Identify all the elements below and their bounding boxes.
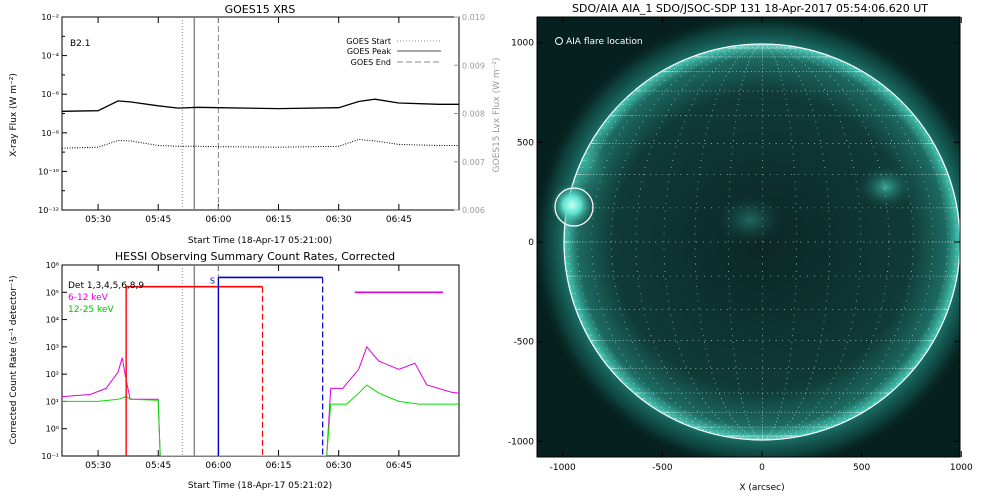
goes-y2tick-label: 0.010	[462, 13, 485, 22]
hessi-6-12-kev-line	[62, 345, 459, 456]
goes-long-channel-line	[62, 98, 459, 112]
goes-ytick-label: 10⁻²	[41, 13, 59, 22]
active-region-west	[858, 165, 914, 209]
goes-legend-peak: GOES Peak	[347, 47, 392, 56]
goes-xtick-label: 05:30	[85, 215, 111, 225]
aia-ytick-label: -500	[514, 338, 535, 348]
aia-xtick-label: 0	[759, 463, 765, 473]
goes-ytick-label: 10⁻¹²	[38, 206, 59, 215]
aia-ytick-label: 1000	[511, 39, 534, 49]
hessi-ytick-label: 10⁵	[46, 288, 59, 297]
aia-image-panel: SDO/AIA AIA_1 SDO/JSOC-SDP 131 18-Apr-20…	[508, 2, 973, 493]
grid-dot-pattern	[565, 45, 959, 439]
aia-xtick-label: -1000	[550, 463, 576, 473]
goes-ylabel: X-ray Flux (W m⁻²)	[9, 73, 19, 157]
goes-y2tick-label: 0.008	[462, 110, 485, 119]
hessi-xtick-label: 06:30	[326, 461, 352, 471]
hessi-xtick-label: 06:45	[386, 461, 412, 471]
goes-y2label: GOES15 Lyx Flux (W m⁻²)	[492, 58, 500, 173]
goes-ytick-label: 10⁻¹⁰	[38, 167, 59, 176]
goes-ytick-label: 10⁻⁶	[41, 90, 59, 99]
hessi-title: HESSI Observing Summary Count Rates, Cor…	[115, 250, 395, 263]
hessi-ytick-label: 10³	[46, 343, 59, 352]
goes-xtick-label: 06:15	[266, 215, 292, 225]
goes-class-label: B2.1	[70, 39, 91, 49]
hessi-xtick-label: 05:45	[145, 461, 171, 471]
goes-y2tick-label: 0.006	[462, 206, 485, 215]
hessi-legend: Det 1,3,4,5,6,8,9 6-12 keV 12-25 keV	[68, 281, 144, 315]
flare-legend-symbol	[555, 37, 563, 45]
hessi-ytick-label: 10⁰	[46, 425, 59, 434]
hessi-chart: HESSI Observing Summary Count Rates, Cor…	[9, 250, 460, 491]
hessi-xlabel: Start Time (18-Apr-17 05:21:02)	[188, 481, 332, 491]
hessi-12-25-kev-line	[62, 384, 459, 456]
hessi-legend-12-25: 12-25 keV	[68, 305, 114, 315]
goes-y2tick-label: 0.009	[462, 61, 485, 70]
aia-ytick-label: -1000	[508, 437, 534, 447]
blue-span-s-label: S	[210, 276, 215, 285]
aia-xlabel: X (arcsec)	[739, 483, 784, 493]
aia-ytick-label: 0	[528, 238, 534, 248]
aia-title: SDO/AIA AIA_1 SDO/JSOC-SDP 131 18-Apr-20…	[572, 2, 928, 15]
goes-xtick-label: 05:45	[145, 215, 171, 225]
heliographic-grid	[565, 45, 959, 439]
goes-legend-start: GOES Start	[346, 37, 391, 46]
hessi-ytick-label: 10¹	[46, 397, 59, 406]
aia-ytick-label: 500	[517, 138, 534, 148]
goes-xtick-label: 06:45	[386, 215, 412, 225]
goes-xlabel: Start Time (18-Apr-17 05:21:00)	[188, 236, 332, 246]
flare-location-marker	[554, 187, 594, 227]
aia-xtick-label: 1000	[950, 463, 973, 473]
goes-legend: GOES Start GOES Peak GOES End	[346, 37, 441, 67]
hessi-xtick-label: 06:15	[266, 461, 292, 471]
hessi-legend-det: Det 1,3,4,5,6,8,9	[68, 281, 144, 291]
hessi-ytick-label: 10⁻¹	[41, 452, 59, 461]
hessi-xtick-label: 05:30	[85, 461, 111, 471]
goes-y2tick-label: 0.007	[462, 158, 485, 167]
goes-short-channel-line	[62, 138, 459, 149]
hessi-ylabel: Corrected Count Rate (s⁻¹ detector⁻¹)	[9, 275, 19, 444]
goes-ytick-label: 10⁻⁸	[41, 129, 59, 138]
limb-outline	[563, 43, 960, 441]
goes-ytick-label: 10⁻⁴	[41, 52, 59, 61]
goes-xtick-label: 06:30	[326, 215, 352, 225]
goes-legend-end: GOES End	[351, 58, 391, 67]
active-region-center	[715, 195, 785, 245]
goes-title: GOES15 XRS	[225, 3, 296, 16]
goes-plot-frame	[61, 16, 460, 211]
goes-xrs-chart: GOES15 XRS B2.1 10⁻² 10⁻⁴ 10⁻⁶ 10⁻⁸ 10⁻¹⁰ 10⁻…	[9, 3, 500, 246]
goes-xtick-label: 06:00	[205, 215, 231, 225]
hessi-xtick-label: 06:00	[205, 461, 231, 471]
hessi-legend-6-12: 6-12 keV	[68, 293, 109, 303]
flare-legend-label: AIA flare location	[566, 37, 643, 47]
aia-xtick-label: 500	[853, 463, 870, 473]
hessi-ytick-label: 10⁶	[46, 261, 59, 270]
hessi-ytick-label: 10⁴	[46, 316, 59, 325]
aia-xtick-label: -500	[652, 463, 673, 473]
aia-image-frame	[536, 16, 961, 458]
hessi-ytick-label: 10²	[46, 370, 59, 379]
